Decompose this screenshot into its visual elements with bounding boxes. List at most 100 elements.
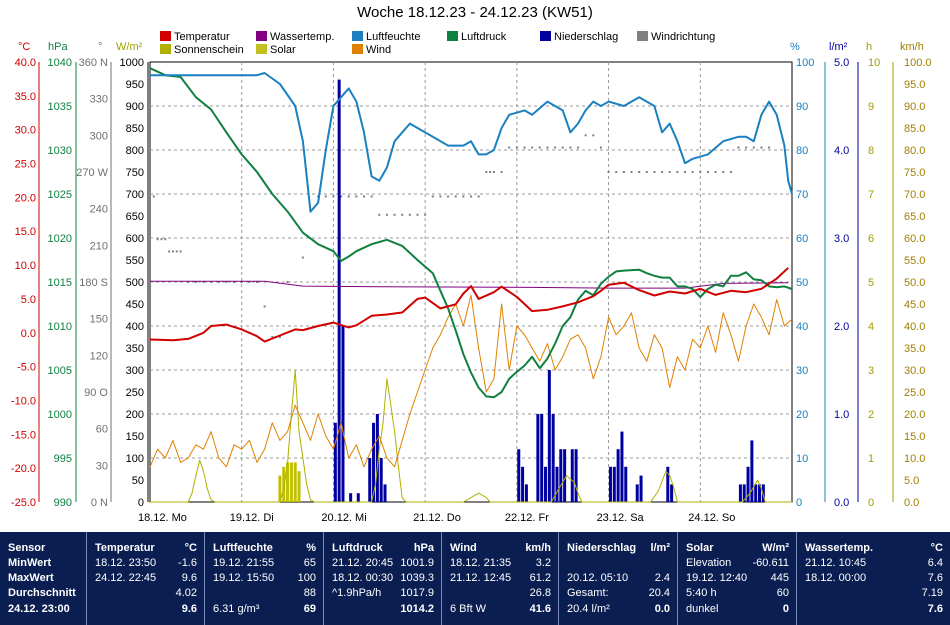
series-solar-line [150, 369, 792, 503]
legend-swatch [256, 44, 267, 54]
windrichtung-dot [179, 250, 182, 253]
press-tick-label: 1035 [48, 101, 72, 113]
hum-tick-label: 100 [796, 57, 814, 69]
niederschlag-bar [635, 484, 639, 502]
niederschlag-bar [608, 466, 612, 502]
hum-tick-label: 70 [796, 189, 808, 201]
windrichtung-dot [332, 195, 335, 198]
wind-tick-label: 15.0 [904, 431, 925, 443]
dir-minor-label: 330 [90, 94, 108, 106]
sonnenschein-bar [297, 471, 301, 502]
legend-label: Temperatur [174, 31, 230, 43]
windrichtung-dot [160, 238, 163, 241]
series-luftfeuchte-line [150, 72, 793, 213]
table-cell-label: Gesamt: [567, 587, 609, 599]
x-tick-label: 19.12. Di [230, 512, 274, 524]
legend-swatch [540, 31, 551, 41]
table-cell-value: 65 [303, 557, 316, 569]
wind-tick-label: 70.0 [904, 189, 925, 201]
windrichtung-dot [248, 281, 251, 283]
windrichtung-dot [668, 171, 671, 173]
windrichtung-dot [256, 281, 258, 283]
windrichtung-dot [210, 281, 213, 283]
table-cell-label: 6 Bft W [450, 603, 487, 615]
windrichtung-dot [737, 146, 740, 149]
legend-swatch [352, 44, 363, 54]
sun-tick-label: 3 [868, 365, 874, 377]
windrichtung-dot [561, 146, 564, 149]
windrichtung-dot [278, 336, 281, 338]
weather-chart: 40.035.030.025.020.015.010.05.00.0-5.0-1… [11, 57, 932, 524]
niederschlag-bar [544, 466, 548, 502]
windrichtung-dot [592, 134, 595, 137]
legend-label: Niederschlag [554, 31, 619, 43]
niederschlag-bar [761, 484, 765, 502]
press-tick-label: 1015 [48, 277, 72, 289]
windrichtung-dot [156, 238, 159, 241]
rain-tick-label: 5.0 [834, 57, 849, 69]
rain-tick-label: 2.0 [834, 321, 849, 333]
hum-tick-label: 30 [796, 365, 808, 377]
windrichtung-dot [676, 171, 679, 173]
x-tick-label: 20.12. Mi [321, 512, 366, 524]
table-row-label: 24.12. 23:00 [8, 603, 70, 615]
windrichtung-dot [569, 146, 572, 149]
table-cell-value: 1017.9 [400, 587, 434, 599]
table-cell-label: 21.12. 20:45 [332, 557, 394, 569]
table-column: Wassertemp. °C 21.12. 10:45 6.4 18.12. 00:00… [796, 532, 950, 625]
wind-tick-label: 20.0 [904, 409, 925, 421]
windrichtung-dot [653, 171, 656, 173]
dir-tick-label: 90 O [84, 387, 108, 399]
table-cell-label: 20.4 l/m² [567, 603, 610, 615]
niederschlag-bar [356, 493, 360, 502]
dir-tick-label: 180 S [79, 277, 108, 289]
x-tick-label: 24.12. So [688, 512, 735, 524]
windrichtung-dot [240, 281, 243, 283]
table-header-unit: W/m² [762, 542, 789, 554]
legend-item: Solar [256, 44, 296, 56]
niederschlag-bar [555, 466, 559, 502]
solar-tick-label: 550 [126, 255, 144, 267]
windrichtung-dot [661, 171, 664, 173]
temp-tick-label: 30.0 [15, 125, 36, 137]
windrichtung-dot [408, 213, 411, 216]
legend-label: Wind [366, 44, 392, 56]
temp-tick-label: 10.0 [15, 260, 36, 272]
table-row-label: Durchschnitt [8, 587, 76, 599]
table-cell-value: 9.6 [181, 572, 197, 584]
dir-minor-label: 240 [90, 204, 108, 216]
table-cell-label: 5:40 h [686, 587, 717, 599]
table-header-unit: % [306, 542, 316, 554]
series-wind-line [149, 294, 793, 468]
table-cell-label: 21.12. 12:45 [450, 572, 512, 584]
table-column: Luftdruck hPa 21.12. 20:45 1001.9 18.12. 00:… [323, 532, 442, 625]
niederschlag-bar [563, 449, 567, 502]
table-row-label: Sensor [8, 542, 46, 554]
legend-label: Sonnenschein [174, 44, 244, 56]
niederschlag-bar [746, 466, 750, 502]
niederschlag-bar [349, 493, 353, 502]
hum-tick-label: 40 [796, 321, 808, 333]
niederschlag-bar [612, 466, 616, 502]
sonnenschein-bar [286, 462, 290, 502]
table-cell-value: 9.6 [181, 603, 197, 615]
rain-tick-label: 0.0 [834, 497, 849, 509]
wind-tick-label: 0.0 [904, 497, 919, 509]
windrichtung-dot [355, 195, 358, 198]
table-row-label: MaxWert [8, 572, 54, 584]
wind-tick-label: 5.0 [904, 475, 919, 487]
windrichtung-dot [470, 195, 472, 198]
niederschlag-bar [750, 440, 754, 502]
table-cell-value: 7.6 [927, 572, 943, 584]
table-column: Niederschlag l/m² 20.12. 05:10 2.4 Gesamt: 20… [558, 532, 678, 625]
sun-tick-label: 5 [868, 277, 874, 289]
solar-tick-label: 950 [126, 79, 144, 91]
legend-swatch [637, 31, 648, 41]
table-header-unit: °C [930, 542, 943, 554]
legend-label: Luftfeuchte [366, 31, 421, 43]
windrichtung-dot [340, 195, 343, 198]
wind-tick-label: 35.0 [904, 343, 925, 355]
dir-minor-label: 30 [96, 460, 108, 472]
dir-tick-label: 270 W [76, 167, 108, 179]
series-temperatur-line [149, 267, 789, 343]
